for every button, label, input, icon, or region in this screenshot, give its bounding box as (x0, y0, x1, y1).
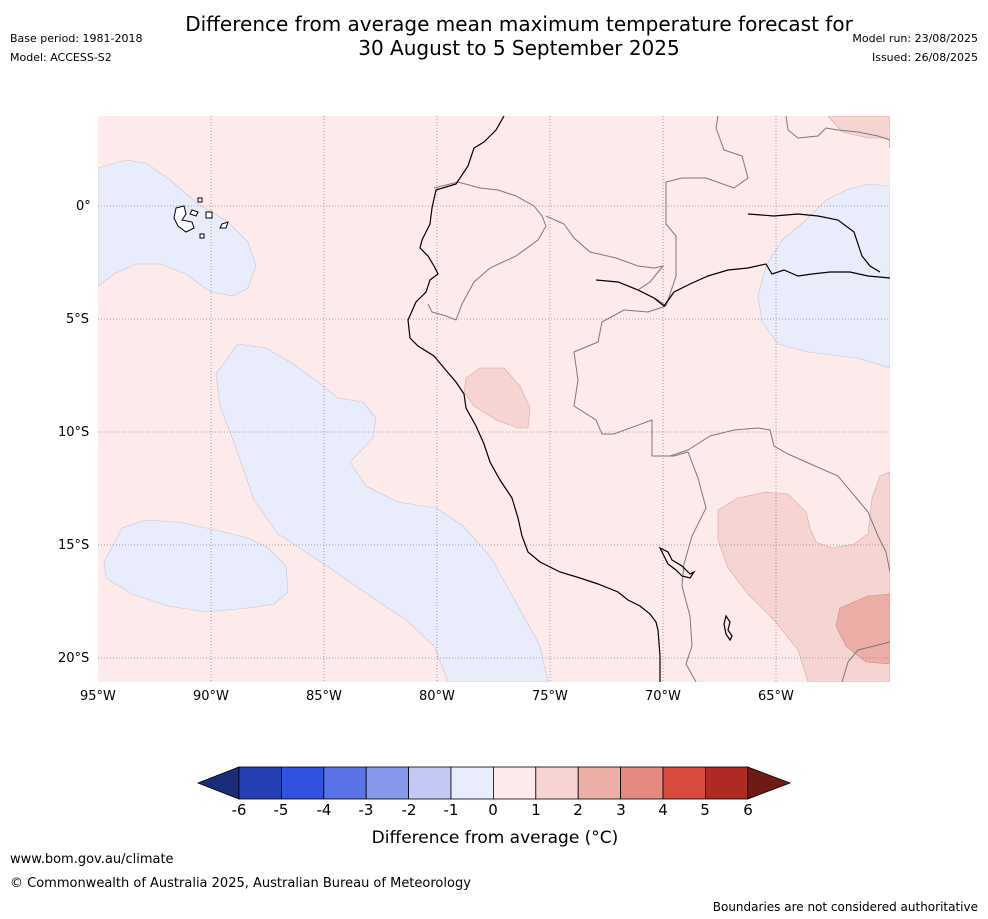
colorbar-bin-2 (281, 766, 325, 800)
lat-tick-10s: 10°S (58, 425, 90, 440)
lake-poopo (723, 614, 733, 642)
colorbar-bin-7 (492, 766, 537, 800)
colorbar-extend-high (747, 766, 792, 800)
cool-region-amazon (757, 183, 890, 369)
lat-tick-20s: 20°S (58, 651, 90, 666)
colorbar-label: -5 (273, 801, 289, 819)
title-line-1: Difference from average mean maximum tem… (185, 12, 853, 36)
colorbar-title: Difference from average (°C) (371, 828, 619, 848)
lon-tick-95w: 95°W (80, 689, 116, 704)
amazon-river (595, 263, 890, 307)
galapagos-islands (173, 197, 229, 239)
colorbar-bin-3 (323, 766, 367, 800)
chart-title: Difference from average mean maximum tem… (94, 12, 944, 60)
colorbar-bin-4 (365, 766, 409, 800)
colorbar-label: -3 (358, 801, 374, 819)
colorbar-label: 6 (743, 801, 753, 819)
cool-region-offshore-peru (215, 343, 549, 682)
colorbar-bin-9 (577, 766, 622, 800)
lake-titicaca (658, 546, 696, 579)
warm-region-north (827, 116, 890, 139)
colorbar-label: -4 (316, 801, 332, 819)
hot-region-chaco (835, 593, 890, 665)
colorbar-label: 0 (488, 801, 498, 819)
lon-tick-65w: 65°W (758, 689, 794, 704)
base-period-text: Base period: 1981-2018 (10, 32, 143, 45)
forecast-map (98, 116, 890, 682)
copyright-text: © Commonwealth of Australia 2025, Austra… (10, 876, 471, 891)
warm-region-peru-andes (463, 367, 531, 429)
issued-text: Issued: 26/08/2025 (871, 51, 978, 64)
lat-tick-15s: 15°S (58, 538, 90, 553)
colorbar-label: -2 (401, 801, 417, 819)
border-colombia-ecuador (433, 181, 547, 227)
amazon-estuary (747, 213, 881, 273)
border-brazil-bolivia (652, 427, 890, 573)
lon-tick-80w: 80°W (419, 689, 455, 704)
colorbar-label: 4 (658, 801, 668, 819)
cool-region-south-pacific (103, 519, 289, 613)
coastline (407, 116, 890, 682)
border-peru-bolivia-chile (681, 563, 697, 682)
cool-region-galapagos (98, 159, 257, 297)
lat-tick-0: 0° (76, 199, 91, 214)
model-run-text: Model run: 23/08/2025 (852, 32, 978, 45)
colorbar-bin-6 (450, 766, 494, 800)
colorbar-label: -6 (231, 801, 247, 819)
border-bolivia-south (841, 641, 890, 682)
border-brazil-peru (573, 305, 707, 565)
lon-tick-85w: 85°W (306, 689, 342, 704)
border-colombia-east (665, 116, 749, 307)
colorbar-bin-8 (535, 766, 579, 800)
country-borders (427, 116, 890, 682)
colorbar-label: 1 (531, 801, 541, 819)
colorbar-label: 2 (573, 801, 583, 819)
colorbar-bin-5 (408, 766, 452, 800)
lon-tick-75w: 75°W (532, 689, 568, 704)
colorbar-label: 5 (700, 801, 710, 819)
colorbar-label: 3 (616, 801, 626, 819)
colorbar-label: -1 (443, 801, 459, 819)
colorbar-extend-low (196, 766, 240, 800)
bom-url-link[interactable]: www.bom.gov.au/climate (10, 852, 174, 867)
colorbar-bin-10 (620, 766, 664, 800)
colorbar-bin-1 (238, 766, 282, 800)
title-line-2: 30 August to 5 September 2025 (358, 36, 680, 60)
border-northeast (785, 116, 890, 148)
disclaimer-text: Boundaries are not considered authoritat… (712, 900, 978, 914)
lon-tick-90w: 90°W (193, 689, 229, 704)
lon-tick-70w: 70°W (645, 689, 681, 704)
colorbar-bin-11 (662, 766, 706, 800)
border-ecuador-peru (427, 225, 547, 321)
colorbar (196, 766, 792, 800)
model-info: Base period: 1981-2018 Model: ACCESS-S2 (10, 32, 142, 65)
lat-tick-5s: 5°S (66, 312, 90, 327)
cool-anomaly-regions (98, 159, 890, 682)
run-info: Model run: 23/08/2025 Issued: 26/08/2025 (852, 32, 978, 65)
model-text: Model: ACCESS-S2 (10, 51, 112, 64)
gridlines (98, 116, 890, 682)
pacific-coastline (407, 116, 661, 682)
colorbar-bin-12 (704, 766, 749, 800)
